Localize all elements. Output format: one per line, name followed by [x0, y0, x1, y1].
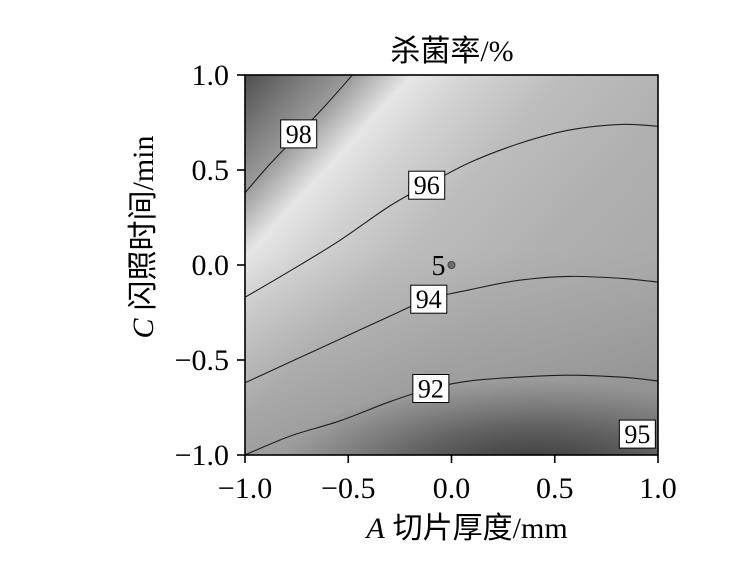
y-tick-label: 0.5: [192, 154, 230, 187]
x-tick-label: 0.5: [536, 472, 574, 505]
y-axis-label: C 闪照时间/min: [127, 135, 160, 338]
annotation-label-0-text: 95: [624, 420, 650, 449]
y-axis-variable: C: [127, 318, 160, 339]
x-axis-label: A 切片厚度/mm: [364, 512, 567, 545]
y-tick-label: −0.5: [175, 344, 229, 377]
annotation-label-0-box: [618, 419, 656, 449]
contour-labels: 98 96 94 92 95: [280, 119, 656, 449]
y-tick-label: 0.0: [192, 249, 230, 282]
x-tick-label: −0.5: [321, 472, 375, 505]
contour-label-98-box: [280, 119, 318, 149]
contour-label-94-text: 94: [416, 285, 442, 314]
contour-label-96-text: 96: [414, 171, 440, 200]
contour-label-98-text: 98: [286, 120, 312, 149]
contour-label-92-text: 92: [418, 375, 444, 404]
contour-label-94-box: [410, 284, 448, 314]
chart-title: 杀菌率/%: [390, 35, 513, 68]
contour-line-92: [245, 374, 658, 455]
x-axis-variable: A: [364, 512, 385, 545]
contour-label-92-box: [412, 374, 450, 403]
center-point-label: 5: [432, 251, 446, 282]
x-tick-label: −1.0: [218, 472, 272, 505]
x-axis-name: 切片厚度/mm: [393, 512, 568, 545]
annotation-label-0: 95: [618, 419, 656, 449]
y-axis-name: 闪照时间/min: [127, 135, 160, 310]
contour-label-96-box: [408, 170, 446, 200]
contour-label-98: 98: [280, 119, 318, 149]
plot-area: 5 98 96 94 92 95: [244, 74, 659, 456]
contour-line-94: [245, 275, 658, 384]
contour-label-94: 94: [410, 284, 448, 314]
contour-label-96: 96: [408, 170, 446, 200]
x-tick-label: 1.0: [639, 472, 677, 505]
contour-line-96: [245, 123, 658, 298]
center-point-marker: [447, 261, 456, 269]
contour-label-92: 92: [412, 374, 450, 404]
center-point-group: 5: [432, 251, 456, 282]
y-tick-label: −1.0: [175, 439, 229, 472]
x-tick-label: 0.0: [433, 472, 471, 505]
y-tick-label: 1.0: [192, 59, 230, 92]
axes: −1.0 −0.5 0.0 0.5 1.0 −1.0 −0.5 0.0 0.5 1.0: [175, 59, 677, 505]
contour-lines: [245, 75, 658, 455]
